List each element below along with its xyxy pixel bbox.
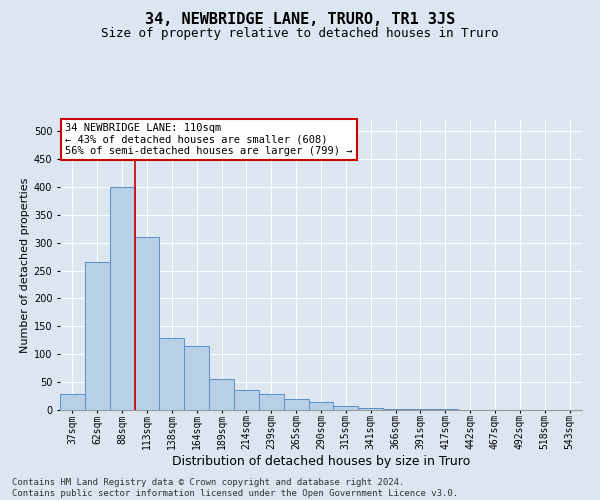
Text: 34, NEWBRIDGE LANE, TRURO, TR1 3JS: 34, NEWBRIDGE LANE, TRURO, TR1 3JS [145, 12, 455, 28]
Bar [209, 380, 234, 410]
Bar [383, 409, 408, 410]
X-axis label: Distribution of detached houses by size in Truro: Distribution of detached houses by size … [172, 455, 470, 468]
Bar [259, 394, 284, 410]
Bar [110, 187, 134, 410]
Bar [308, 402, 334, 410]
Bar [85, 262, 110, 410]
Bar [184, 346, 209, 410]
Bar [160, 338, 184, 410]
Bar [60, 394, 85, 410]
Bar [134, 237, 160, 410]
Bar [358, 408, 383, 410]
Text: 34 NEWBRIDGE LANE: 110sqm
← 43% of detached houses are smaller (608)
56% of semi: 34 NEWBRIDGE LANE: 110sqm ← 43% of detac… [65, 123, 353, 156]
Y-axis label: Number of detached properties: Number of detached properties [20, 178, 29, 352]
Bar [234, 390, 259, 410]
Bar [334, 406, 358, 410]
Bar [284, 399, 308, 410]
Text: Contains HM Land Registry data © Crown copyright and database right 2024.
Contai: Contains HM Land Registry data © Crown c… [12, 478, 458, 498]
Text: Size of property relative to detached houses in Truro: Size of property relative to detached ho… [101, 28, 499, 40]
